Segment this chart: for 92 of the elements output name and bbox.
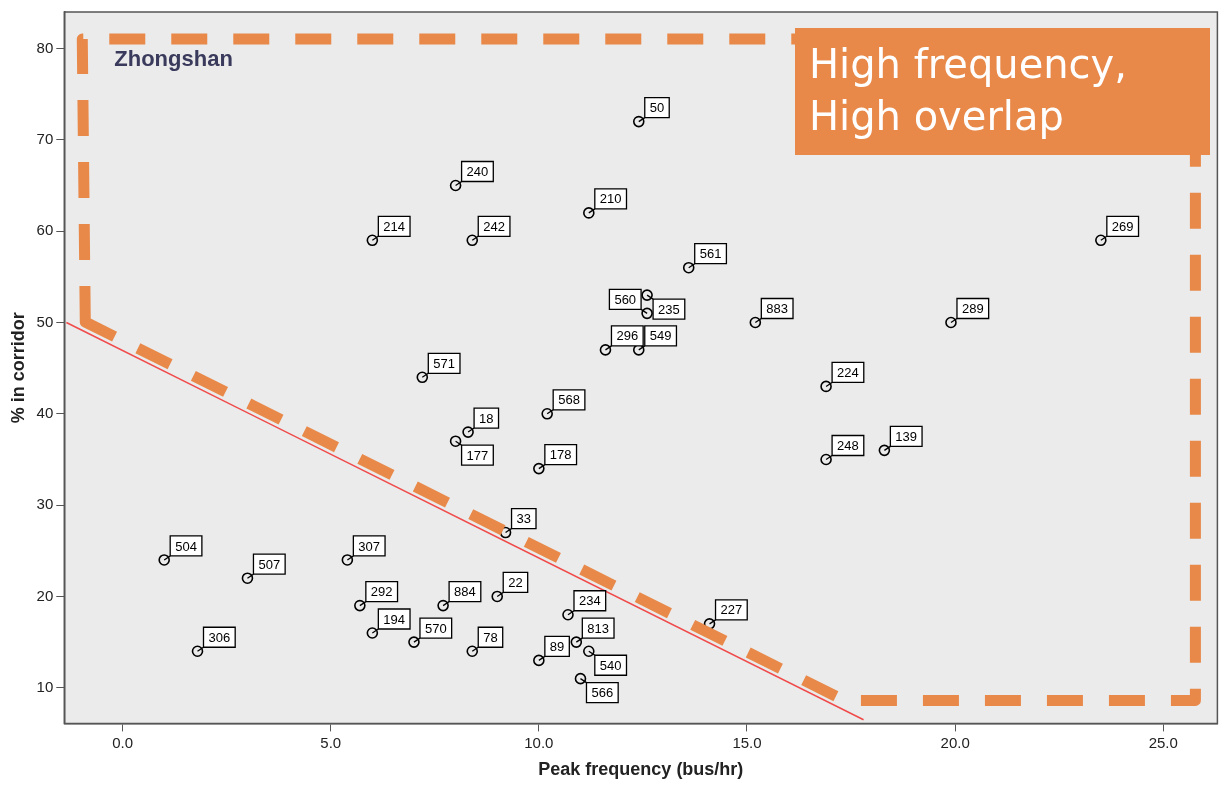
y-tick-label: 50 xyxy=(36,312,54,330)
point xyxy=(749,316,762,329)
x-tick-label: 15.0 xyxy=(732,733,762,751)
y-tick-label: 10 xyxy=(36,677,54,695)
point xyxy=(599,344,612,356)
point xyxy=(641,307,653,320)
annotation: 289 xyxy=(961,301,984,317)
y-tick-label: 60 xyxy=(36,221,54,239)
point xyxy=(366,234,379,247)
annotation: 571 xyxy=(433,355,455,371)
point xyxy=(632,115,645,128)
point xyxy=(341,554,354,566)
annotation: 139 xyxy=(895,428,918,444)
annotation: 50 xyxy=(649,100,665,116)
annotation: 214 xyxy=(383,218,406,234)
point xyxy=(945,316,957,329)
y-tick-label: 20 xyxy=(36,586,54,604)
y-tick-label: 70 xyxy=(36,129,54,147)
x-tick-label: 5.0 xyxy=(320,733,342,751)
point xyxy=(158,554,170,566)
y-tick-label: 40 xyxy=(36,403,54,421)
annotation: 178 xyxy=(549,447,572,463)
point xyxy=(820,380,832,393)
point xyxy=(533,462,545,475)
point xyxy=(491,590,504,603)
point xyxy=(499,526,512,539)
annotation: 224 xyxy=(837,365,859,380)
x-tick-label: 20.0 xyxy=(940,733,970,751)
annotation: 177 xyxy=(466,447,489,463)
annotation: 306 xyxy=(208,629,231,645)
annotation: 884 xyxy=(454,584,476,600)
annotation: 248 xyxy=(837,438,859,454)
annotation: High frequency, High overlap xyxy=(795,28,1210,155)
x-tick-label: 0.0 xyxy=(112,733,133,751)
y-tick-label: 30 xyxy=(36,495,54,513)
annotation: 234 xyxy=(578,593,601,609)
annotation: 78 xyxy=(483,629,498,645)
annotation: 242 xyxy=(483,218,505,234)
annotation: 235 xyxy=(658,301,680,317)
point xyxy=(449,435,462,448)
annotation: 813 xyxy=(587,620,610,636)
annotation: 269 xyxy=(1111,218,1134,234)
point xyxy=(878,444,891,457)
annotation: 89 xyxy=(549,638,565,654)
annotation: 568 xyxy=(558,392,580,408)
point xyxy=(466,234,479,247)
annotation: 33 xyxy=(516,511,532,527)
annotation: 227 xyxy=(720,602,743,618)
annotation: 307 xyxy=(358,538,381,554)
annotation: 210 xyxy=(599,191,622,207)
y-axis-title: % in corridor xyxy=(7,312,28,424)
point xyxy=(408,636,420,648)
point xyxy=(562,608,574,621)
point xyxy=(682,261,695,274)
point xyxy=(541,408,553,420)
point xyxy=(437,599,449,612)
point xyxy=(466,645,479,658)
point xyxy=(416,371,429,384)
annotation: 22 xyxy=(508,575,523,591)
point xyxy=(354,599,366,612)
annotation: 560 xyxy=(614,291,637,307)
point xyxy=(1095,234,1107,247)
point xyxy=(191,645,204,658)
point xyxy=(241,572,254,584)
annotation: 549 xyxy=(649,328,672,344)
x-axis-title: Peak frequency (bus/hr) xyxy=(538,759,744,780)
point xyxy=(583,207,595,219)
annotation: 566 xyxy=(591,685,614,701)
point xyxy=(366,627,379,639)
y-tick-label: 80 xyxy=(36,38,54,56)
point xyxy=(533,654,545,667)
annotation: 296 xyxy=(616,328,639,344)
annotation: 194 xyxy=(383,611,406,627)
point xyxy=(820,453,832,466)
point xyxy=(574,672,587,685)
annotation: 561 xyxy=(699,246,722,262)
annotation: 570 xyxy=(424,620,447,636)
annotation: 240 xyxy=(466,164,489,180)
point xyxy=(462,426,474,438)
annotation: 507 xyxy=(258,556,281,572)
point xyxy=(449,179,462,192)
annotation: 540 xyxy=(599,657,622,673)
x-tick-label: 10.0 xyxy=(524,733,554,751)
annotation: 18 xyxy=(479,410,494,426)
annotation: 883 xyxy=(766,301,789,317)
point xyxy=(570,636,583,648)
annotation: 292 xyxy=(370,584,393,600)
text: Zhongshan xyxy=(114,46,233,72)
point xyxy=(641,289,653,301)
annotation: 504 xyxy=(175,538,197,554)
point xyxy=(583,645,595,658)
x-tick-label: 25.0 xyxy=(1148,733,1178,751)
